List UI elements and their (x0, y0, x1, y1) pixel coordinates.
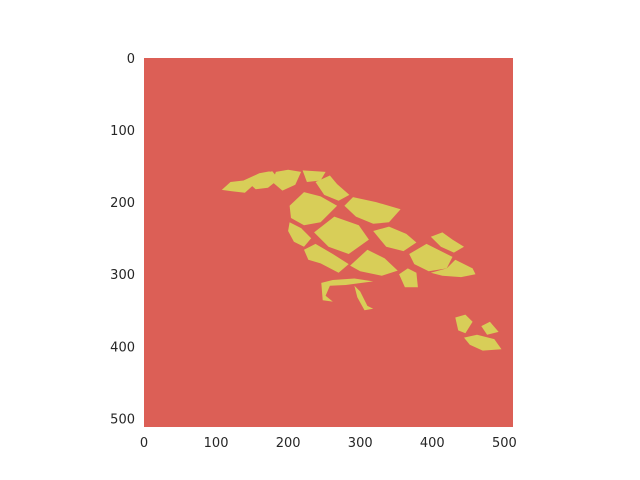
x-axis: 0 100 200 300 400 500 (140, 436, 517, 451)
bird-legs (321, 278, 374, 302)
bird-crown (302, 170, 326, 182)
bird-head-left (250, 171, 279, 190)
bird-breast-lower (288, 222, 312, 247)
bird-beak (221, 171, 271, 193)
y-tick-label: 0 (127, 52, 135, 67)
y-tick-label: 400 (110, 340, 135, 355)
segmentation-regions (221, 169, 502, 351)
bird-rump (430, 259, 476, 278)
bird-belly-center (314, 216, 369, 254)
bird-breast-upper (289, 192, 338, 226)
y-axis: 0 100 200 300 400 500 (110, 52, 135, 427)
x-tick-label: 500 (492, 436, 517, 451)
bird-belly-lower (304, 243, 349, 273)
bird-tail-feather-1 (455, 314, 473, 334)
bird-back-middle (373, 226, 417, 252)
plot-area (144, 58, 513, 427)
x-tick-label: 400 (420, 436, 445, 451)
bird-belly-right (350, 249, 398, 276)
bird-head (272, 169, 302, 191)
bird-wing-upper-right (430, 232, 464, 253)
x-tick-label: 200 (276, 436, 301, 451)
bird-tail-feather-2 (481, 321, 499, 335)
bird-neck (315, 175, 350, 201)
bird-tail-base (399, 268, 418, 288)
y-tick-label: 200 (110, 196, 135, 211)
x-tick-label: 0 (140, 436, 148, 451)
y-tick-label: 500 (110, 412, 135, 427)
bird-wing-right (409, 243, 453, 272)
x-tick-label: 300 (348, 436, 373, 451)
bird-back-upper (344, 197, 401, 224)
bird-tail-tip (464, 334, 502, 351)
y-tick-label: 100 (110, 124, 135, 139)
x-tick-label: 100 (204, 436, 229, 451)
y-tick-label: 300 (110, 268, 135, 283)
bird-foot (354, 285, 374, 311)
